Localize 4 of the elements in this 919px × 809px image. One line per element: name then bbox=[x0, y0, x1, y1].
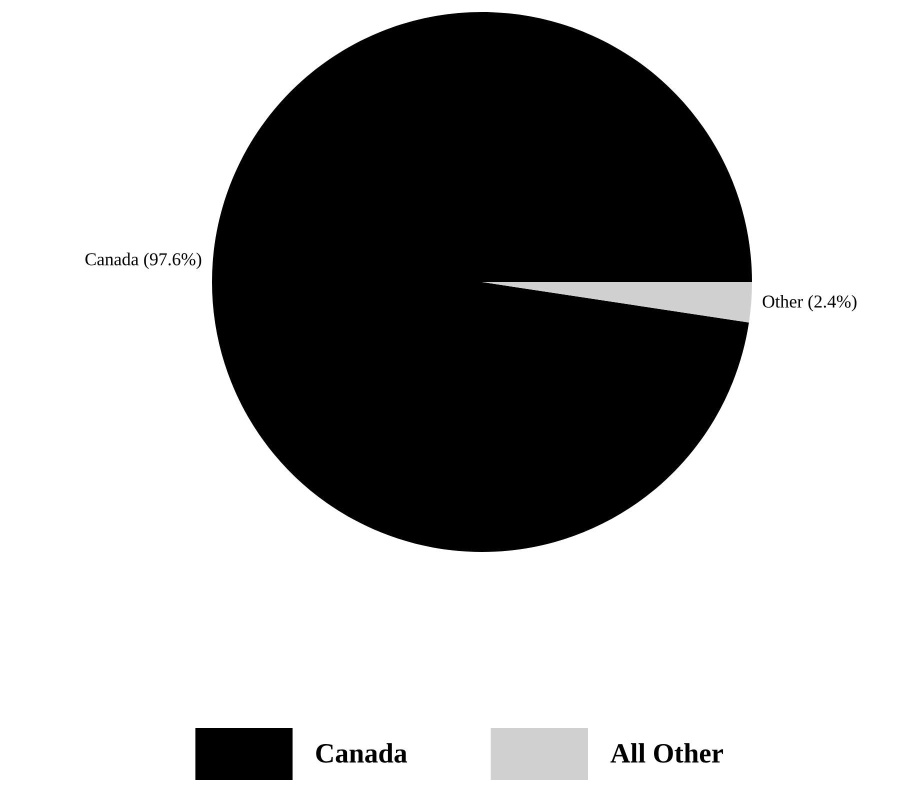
data-label: Canada (97.6%) bbox=[85, 252, 202, 270]
legend-label: All Other bbox=[610, 743, 724, 763]
data-label: Other (2.4%) bbox=[762, 294, 856, 312]
legend-label: Canada bbox=[316, 743, 408, 763]
